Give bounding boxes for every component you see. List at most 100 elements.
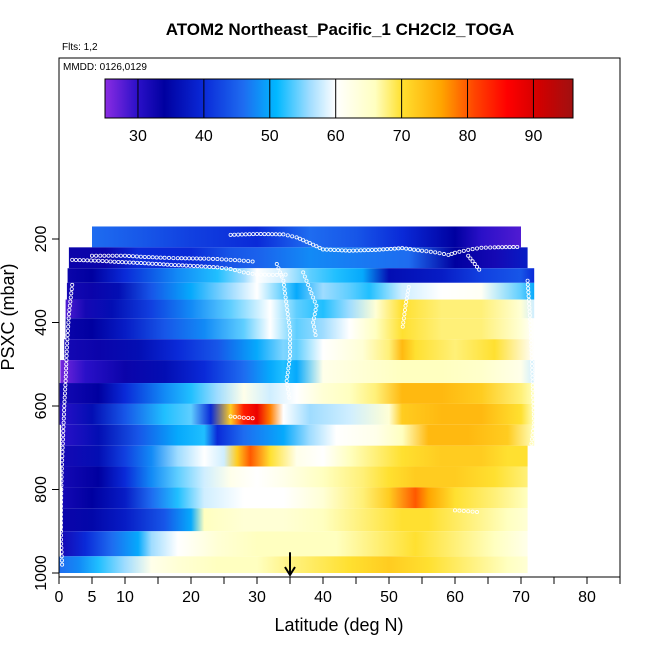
flight-track-point: [61, 412, 66, 417]
flight-track-point: [385, 247, 390, 252]
flight-track-point: [211, 265, 216, 270]
flight-track-point: [250, 416, 255, 421]
flight-track-point: [172, 263, 177, 268]
flight-track-point: [59, 466, 64, 471]
flight-track-point: [529, 336, 534, 341]
flight-track-point: [287, 349, 292, 354]
flight-track-point: [529, 352, 534, 357]
flight-track-point: [274, 262, 279, 267]
flight-track-point: [59, 470, 64, 475]
flight-track-point: [64, 353, 69, 358]
flight-track-point: [62, 408, 67, 413]
flight-track-point: [183, 256, 188, 261]
flight-track-point: [70, 282, 75, 287]
heatmap-band: [61, 466, 528, 488]
flight-track-point: [63, 378, 68, 383]
heatmap-band: [65, 299, 535, 319]
flight-track-point: [474, 264, 479, 269]
x-axis-label: Latitude (deg N): [274, 615, 403, 635]
flight-track-point: [529, 360, 534, 365]
flight-track-point: [358, 248, 363, 253]
flight-track-point: [66, 320, 71, 325]
flight-track-point: [58, 508, 63, 513]
flight-track-point: [246, 271, 251, 276]
flight-track-point: [529, 356, 534, 361]
flight-track-point: [146, 255, 151, 260]
flight-track-point: [139, 261, 144, 266]
flight-track-point: [531, 408, 536, 413]
flight-track-point: [266, 232, 271, 237]
flight-track-point: [62, 399, 67, 404]
flight-track-point: [392, 246, 397, 251]
flight-track-point: [433, 250, 438, 255]
flight-track-point: [527, 309, 532, 314]
flight-track-point: [286, 387, 291, 392]
flight-track-point: [246, 415, 251, 420]
flight-track-point: [285, 370, 290, 375]
flight-track-point: [428, 249, 433, 254]
heatmap-band: [92, 226, 521, 248]
flight-track-layer: [58, 231, 537, 567]
colorbar-tick-label: 50: [261, 128, 279, 145]
flight-track-point: [237, 258, 242, 263]
flight-track-point: [236, 232, 241, 237]
flight-track-point: [488, 245, 493, 250]
flight-track-point: [294, 235, 299, 240]
flight-track-point: [466, 509, 471, 514]
flight-track-point: [247, 232, 252, 237]
flight-track-point: [532, 420, 537, 425]
flight-track-point: [104, 259, 109, 264]
flight-track-point: [138, 254, 143, 259]
flight-track-point: [301, 238, 306, 243]
heatmap-band: [65, 318, 535, 340]
flight-track-point: [62, 391, 67, 396]
plot-frame: [58, 57, 621, 578]
flight-track-point: [290, 234, 295, 239]
flight-track-point: [94, 253, 99, 258]
flight-track-point: [525, 278, 530, 283]
flight-track-point: [311, 316, 316, 321]
flight-track-point: [66, 316, 71, 321]
axes: 0 5 10 20 30 40 50 60 70 80 200 400 600 800 1000: [33, 226, 621, 606]
colorbar-tick-label: 30: [129, 128, 147, 145]
flight-track-point: [285, 307, 290, 312]
y-axis-label: PSXC (mbar): [0, 263, 18, 370]
flight-track-point: [377, 247, 382, 252]
flight-track-point: [58, 512, 63, 517]
flight-track-point: [65, 337, 70, 342]
y-tick-label: 200: [33, 226, 50, 253]
heatmap-band: [60, 531, 528, 557]
flight-track-point: [470, 509, 475, 514]
flight-track-point: [354, 248, 359, 253]
flight-track-point: [191, 263, 196, 268]
flight-track-point: [404, 300, 409, 305]
x-tick-label: 40: [314, 589, 332, 606]
heatmap-band: [68, 247, 528, 269]
flight-track-point: [332, 247, 337, 252]
flight-track-point: [219, 257, 224, 262]
flights-label: Flts: 1,2: [62, 42, 98, 53]
flight-track-point: [526, 298, 531, 303]
flight-track-point: [59, 545, 64, 550]
flight-track-point: [65, 333, 70, 338]
flight-track-point: [162, 255, 167, 260]
flight-track-point: [401, 320, 406, 325]
flight-track-point: [66, 312, 71, 317]
flight-track-point: [59, 479, 64, 484]
flight-track-point: [313, 333, 318, 338]
flight-track-point: [131, 260, 136, 265]
flight-track-point: [312, 312, 317, 317]
flight-track-point: [130, 254, 135, 259]
flight-track-point: [526, 294, 531, 299]
flight-track-point: [194, 256, 199, 261]
flight-track-point: [530, 367, 535, 372]
flight-track-point: [285, 383, 290, 388]
flight-track-point: [60, 562, 65, 567]
flight-track-point: [250, 259, 255, 264]
flight-track-point: [277, 232, 282, 237]
flight-track-point: [64, 345, 69, 350]
flight-track-point: [339, 248, 344, 253]
flight-track-point: [73, 257, 78, 262]
flight-track-point: [528, 321, 533, 326]
flight-track-point: [254, 231, 259, 236]
